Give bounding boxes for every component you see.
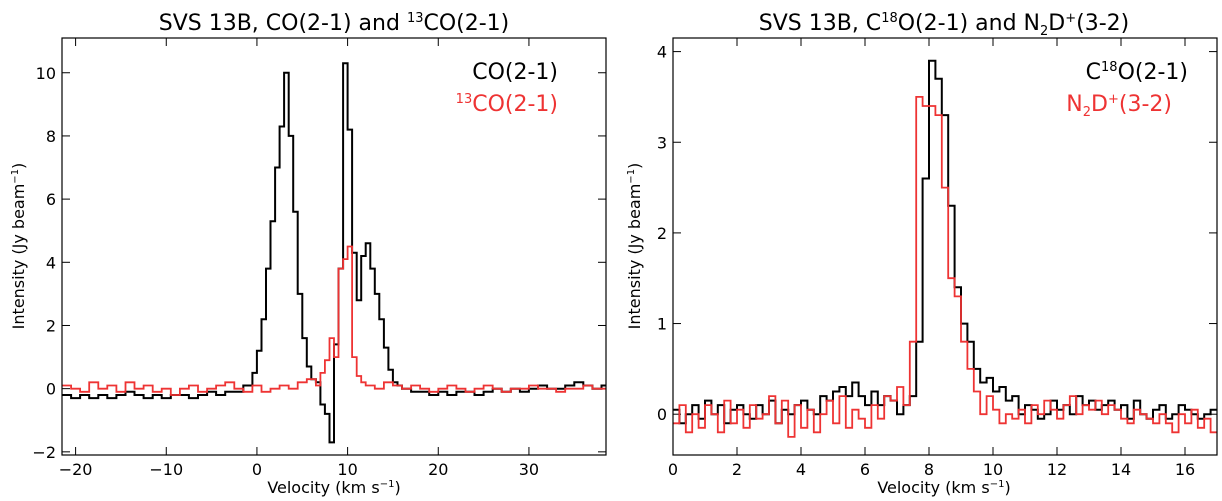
x-tick-label: 2	[732, 460, 742, 479]
panel-c18o-frame	[672, 37, 1218, 456]
x-tick-label: 0	[252, 460, 262, 479]
panel-co-title: SVS 13B, CO(2-1) and 13CO(2-1)	[159, 11, 510, 36]
series-line-secondary	[62, 245, 606, 396]
panel-co-legend-13co: 13CO(2-1)	[456, 92, 558, 117]
panel-co-legend: CO(2-1) 13CO(2-1)	[456, 60, 558, 117]
y-tick-label: −2	[32, 443, 56, 462]
panel-co-xlabel: Velocity (km s−1)	[267, 478, 400, 497]
y-tick-label: 2	[657, 224, 667, 243]
x-tick-label: 30	[519, 460, 539, 479]
x-tick-label: 8	[924, 460, 934, 479]
x-tick-label: 10	[337, 460, 357, 479]
y-tick-label: 1	[657, 315, 667, 334]
y-tick-label: 0	[46, 380, 56, 399]
x-tick-label: 4	[796, 460, 806, 479]
panel-co-ylabel: Intensity (Jy beam−1)	[9, 163, 28, 330]
x-tick-label: 10	[983, 460, 1003, 479]
x-tick-label: 20	[428, 460, 448, 479]
x-tick-label: −20	[59, 460, 93, 479]
y-tick-label: 2	[46, 316, 56, 335]
x-tick-label: 16	[1175, 460, 1195, 479]
panel-c18o-xlabel: Velocity (km s−1)	[877, 478, 1010, 497]
x-tick-label: 14	[1111, 460, 1131, 479]
panel-co-frame	[61, 37, 607, 456]
x-tick-label: −10	[149, 460, 183, 479]
y-tick-label: 3	[657, 133, 667, 152]
x-tick-label: 6	[860, 460, 870, 479]
y-tick-label: 0	[657, 405, 667, 424]
y-tick-label: 6	[46, 190, 56, 209]
panel-c18o-legend: C18O(2-1) N2D+(3-2)	[1066, 60, 1188, 120]
y-tick-label: 4	[46, 253, 56, 272]
y-tick-label: 4	[657, 43, 667, 62]
y-tick-label: 10	[36, 64, 56, 83]
panel-c18o-legend-c18o: C18O(2-1)	[1086, 60, 1188, 85]
panel-co: SVS 13B, CO(2-1) and 13CO(2-1) −20 −10 0 10…	[9, 11, 607, 497]
panel-c18o-legend-n2dp: N2D+(3-2)	[1066, 92, 1172, 120]
panel-c18o: SVS 13B, C18O(2-1) and N2D+(3-2) 0 2 4 6 8 10…	[625, 11, 1218, 497]
panel-co-legend-co: CO(2-1)	[472, 60, 558, 85]
y-tick-label: 8	[46, 127, 56, 146]
panel-c18o-ylabel: Intensity (Jy beam−1)	[625, 163, 644, 330]
x-tick-label: 12	[1047, 460, 1067, 479]
x-tick-label: 0	[668, 460, 678, 479]
panel-c18o-title: SVS 13B, C18O(2-1) and N2D+(3-2)	[759, 11, 1129, 39]
series-line-secondary	[673, 96, 1217, 438]
panel-c18o-series	[673, 59, 1217, 438]
panel-co-series	[62, 62, 606, 444]
